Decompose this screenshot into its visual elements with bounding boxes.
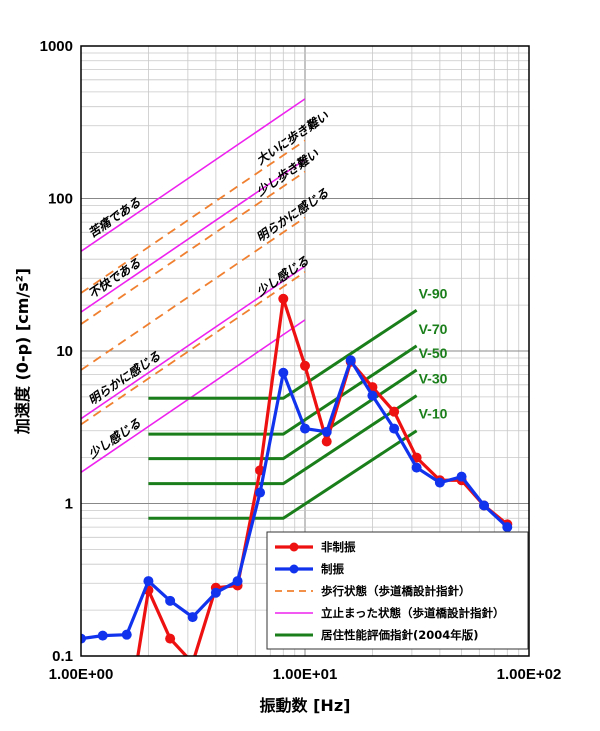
criteria-line <box>148 344 418 436</box>
criteria-label: V-10 <box>419 406 448 422</box>
criteria-line <box>148 429 418 520</box>
seishin-point <box>434 477 445 488</box>
seishin-point <box>278 367 289 378</box>
standing-guideline <box>81 98 306 253</box>
seishin-point <box>300 423 310 434</box>
walking-guideline <box>81 271 306 426</box>
guideline-label: 少し感じる <box>86 416 143 461</box>
y-tick-label: 1000 <box>40 38 73 55</box>
data-series <box>81 293 513 731</box>
guideline-label: 苦痛である <box>86 195 143 240</box>
hiseishin-point <box>122 721 132 731</box>
criteria-label: V-50 <box>419 345 448 361</box>
x-axis-title: 振動数 [Hz] <box>260 696 351 715</box>
guideline-label: 少し感じる <box>254 254 311 299</box>
hiseishin-point <box>300 360 310 371</box>
walking-guideline <box>81 139 306 294</box>
criteria-line <box>148 309 418 400</box>
seishin-point <box>232 576 243 587</box>
criteria-line <box>148 394 418 486</box>
seishin-point <box>345 355 356 366</box>
seishin-point <box>255 487 266 498</box>
seishin-point <box>210 587 221 598</box>
hiseishin-point <box>278 293 289 304</box>
y-axis-title: 加速度 (0-p) [cm/s²] <box>13 268 32 435</box>
seishin-point <box>367 390 378 401</box>
x-tick-label: 1.00E+00 <box>49 666 114 683</box>
plot-frame <box>80 45 530 657</box>
y-tick-label: 1 <box>65 496 73 513</box>
seishin-point <box>479 500 490 511</box>
seishin-point <box>121 629 132 640</box>
seishin-point <box>81 633 86 644</box>
seishin-point <box>389 423 400 434</box>
y-tick-label: 10 <box>56 343 73 360</box>
hiseishin-point <box>389 406 400 417</box>
seishin-point <box>97 630 108 641</box>
walking-guideline <box>81 216 306 371</box>
standing-guideline <box>81 319 306 474</box>
y-tick-label: 100 <box>48 191 73 208</box>
seishin-point <box>187 612 198 623</box>
x-tick-label: 1.00E+01 <box>273 666 338 683</box>
seishin-point <box>411 462 422 473</box>
walking-guideline <box>81 170 306 325</box>
y-tick-label: 0.1 <box>52 648 73 665</box>
seishin-point <box>321 426 332 437</box>
seishin-point <box>502 522 513 533</box>
hiseishin-point <box>165 633 176 644</box>
legend-label: 立止まった状態（歩道橋設計指針） <box>321 606 505 620</box>
criteria-label: V-70 <box>419 321 448 337</box>
legend-box <box>266 531 529 650</box>
legend-label: 歩行状態（歩道橋設計指針） <box>321 584 471 598</box>
legend-marker <box>289 542 299 552</box>
seishin-point <box>143 576 154 587</box>
tick-labels: 1.00E+00 1.00E+01 1.00E+02 0.1 1 10 100 1000 <box>40 38 562 683</box>
hiseishin-point <box>321 436 332 447</box>
hiseishin-line <box>136 297 509 656</box>
standing-guideline <box>81 265 306 420</box>
legend-label: 居住性能評価指針(2004年版) <box>321 628 479 642</box>
x-tick-label: 1.00E+02 <box>497 666 562 683</box>
seishin-point <box>456 471 467 482</box>
hiseishin-point <box>188 658 198 668</box>
criteria-label: V-90 <box>419 285 448 301</box>
standing-guideline <box>81 158 306 313</box>
legend-marker <box>289 564 299 574</box>
criteria-label: V-30 <box>419 371 448 387</box>
legend-label: 非制振 <box>321 540 356 554</box>
seishin-point <box>165 595 176 606</box>
criteria-lines: V-90 V-70 V-50 V-30 V-10 <box>148 285 448 520</box>
legend-label: 制振 <box>321 562 344 576</box>
